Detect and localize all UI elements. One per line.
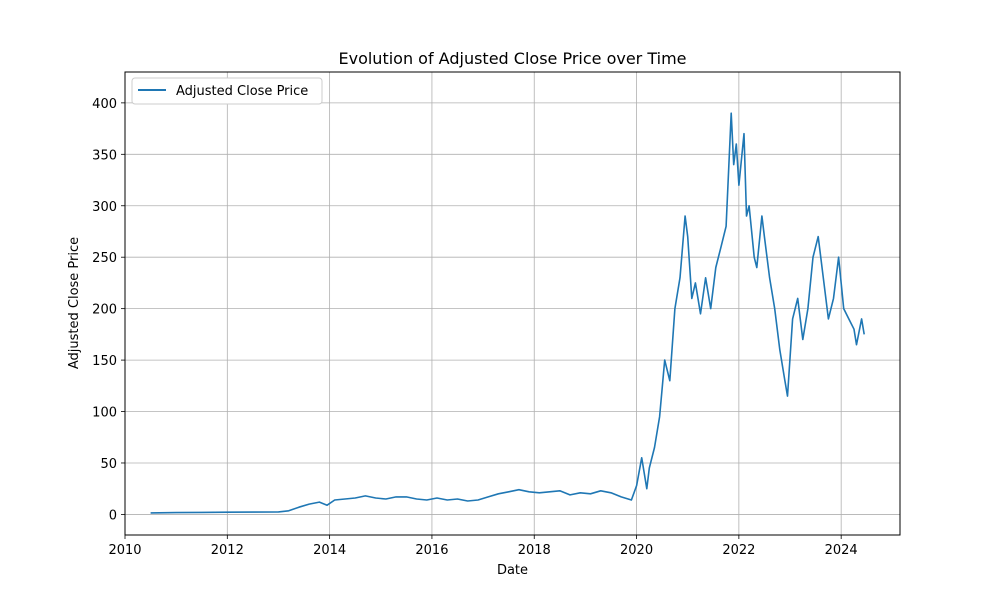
x-tick-label: 2012 xyxy=(211,543,244,558)
x-tick-label: 2018 xyxy=(518,543,551,558)
x-axis-label: Date xyxy=(497,563,528,578)
x-tick-label: 2022 xyxy=(722,543,755,558)
y-tick-label: 150 xyxy=(92,354,117,369)
x-tick-label: 2024 xyxy=(825,543,858,558)
x-tick-label: 2010 xyxy=(108,543,141,558)
plot-frame xyxy=(124,71,901,536)
axis-ticks: 2010 2012 2014 2016 2018 2020 2022 2024 0 50 100 15… xyxy=(92,97,858,558)
y-tick-label: 200 xyxy=(92,303,117,318)
series-layer xyxy=(150,112,865,514)
y-tick-label: 350 xyxy=(92,148,117,163)
chart-title: Evolution of Adjusted Close Price over T… xyxy=(338,49,686,68)
legend: Adjusted Close Price xyxy=(131,77,323,105)
y-tick-label: 50 xyxy=(100,457,117,472)
y-tick-label: 100 xyxy=(92,406,117,421)
y-tick-label: 400 xyxy=(92,97,117,112)
x-tick-label: 2014 xyxy=(313,543,346,558)
y-tick-label: 300 xyxy=(92,200,117,215)
grid xyxy=(124,72,900,535)
y-tick-label: 250 xyxy=(92,251,117,266)
y-tick-label: 0 xyxy=(109,508,117,523)
legend-label: Adjusted Close Price xyxy=(176,84,308,99)
series-line xyxy=(150,112,865,514)
legend-box xyxy=(131,77,323,105)
x-tick-label: 2020 xyxy=(620,543,653,558)
y-axis-label: Adjusted Close Price xyxy=(67,237,82,369)
x-tick-label: 2016 xyxy=(415,543,448,558)
